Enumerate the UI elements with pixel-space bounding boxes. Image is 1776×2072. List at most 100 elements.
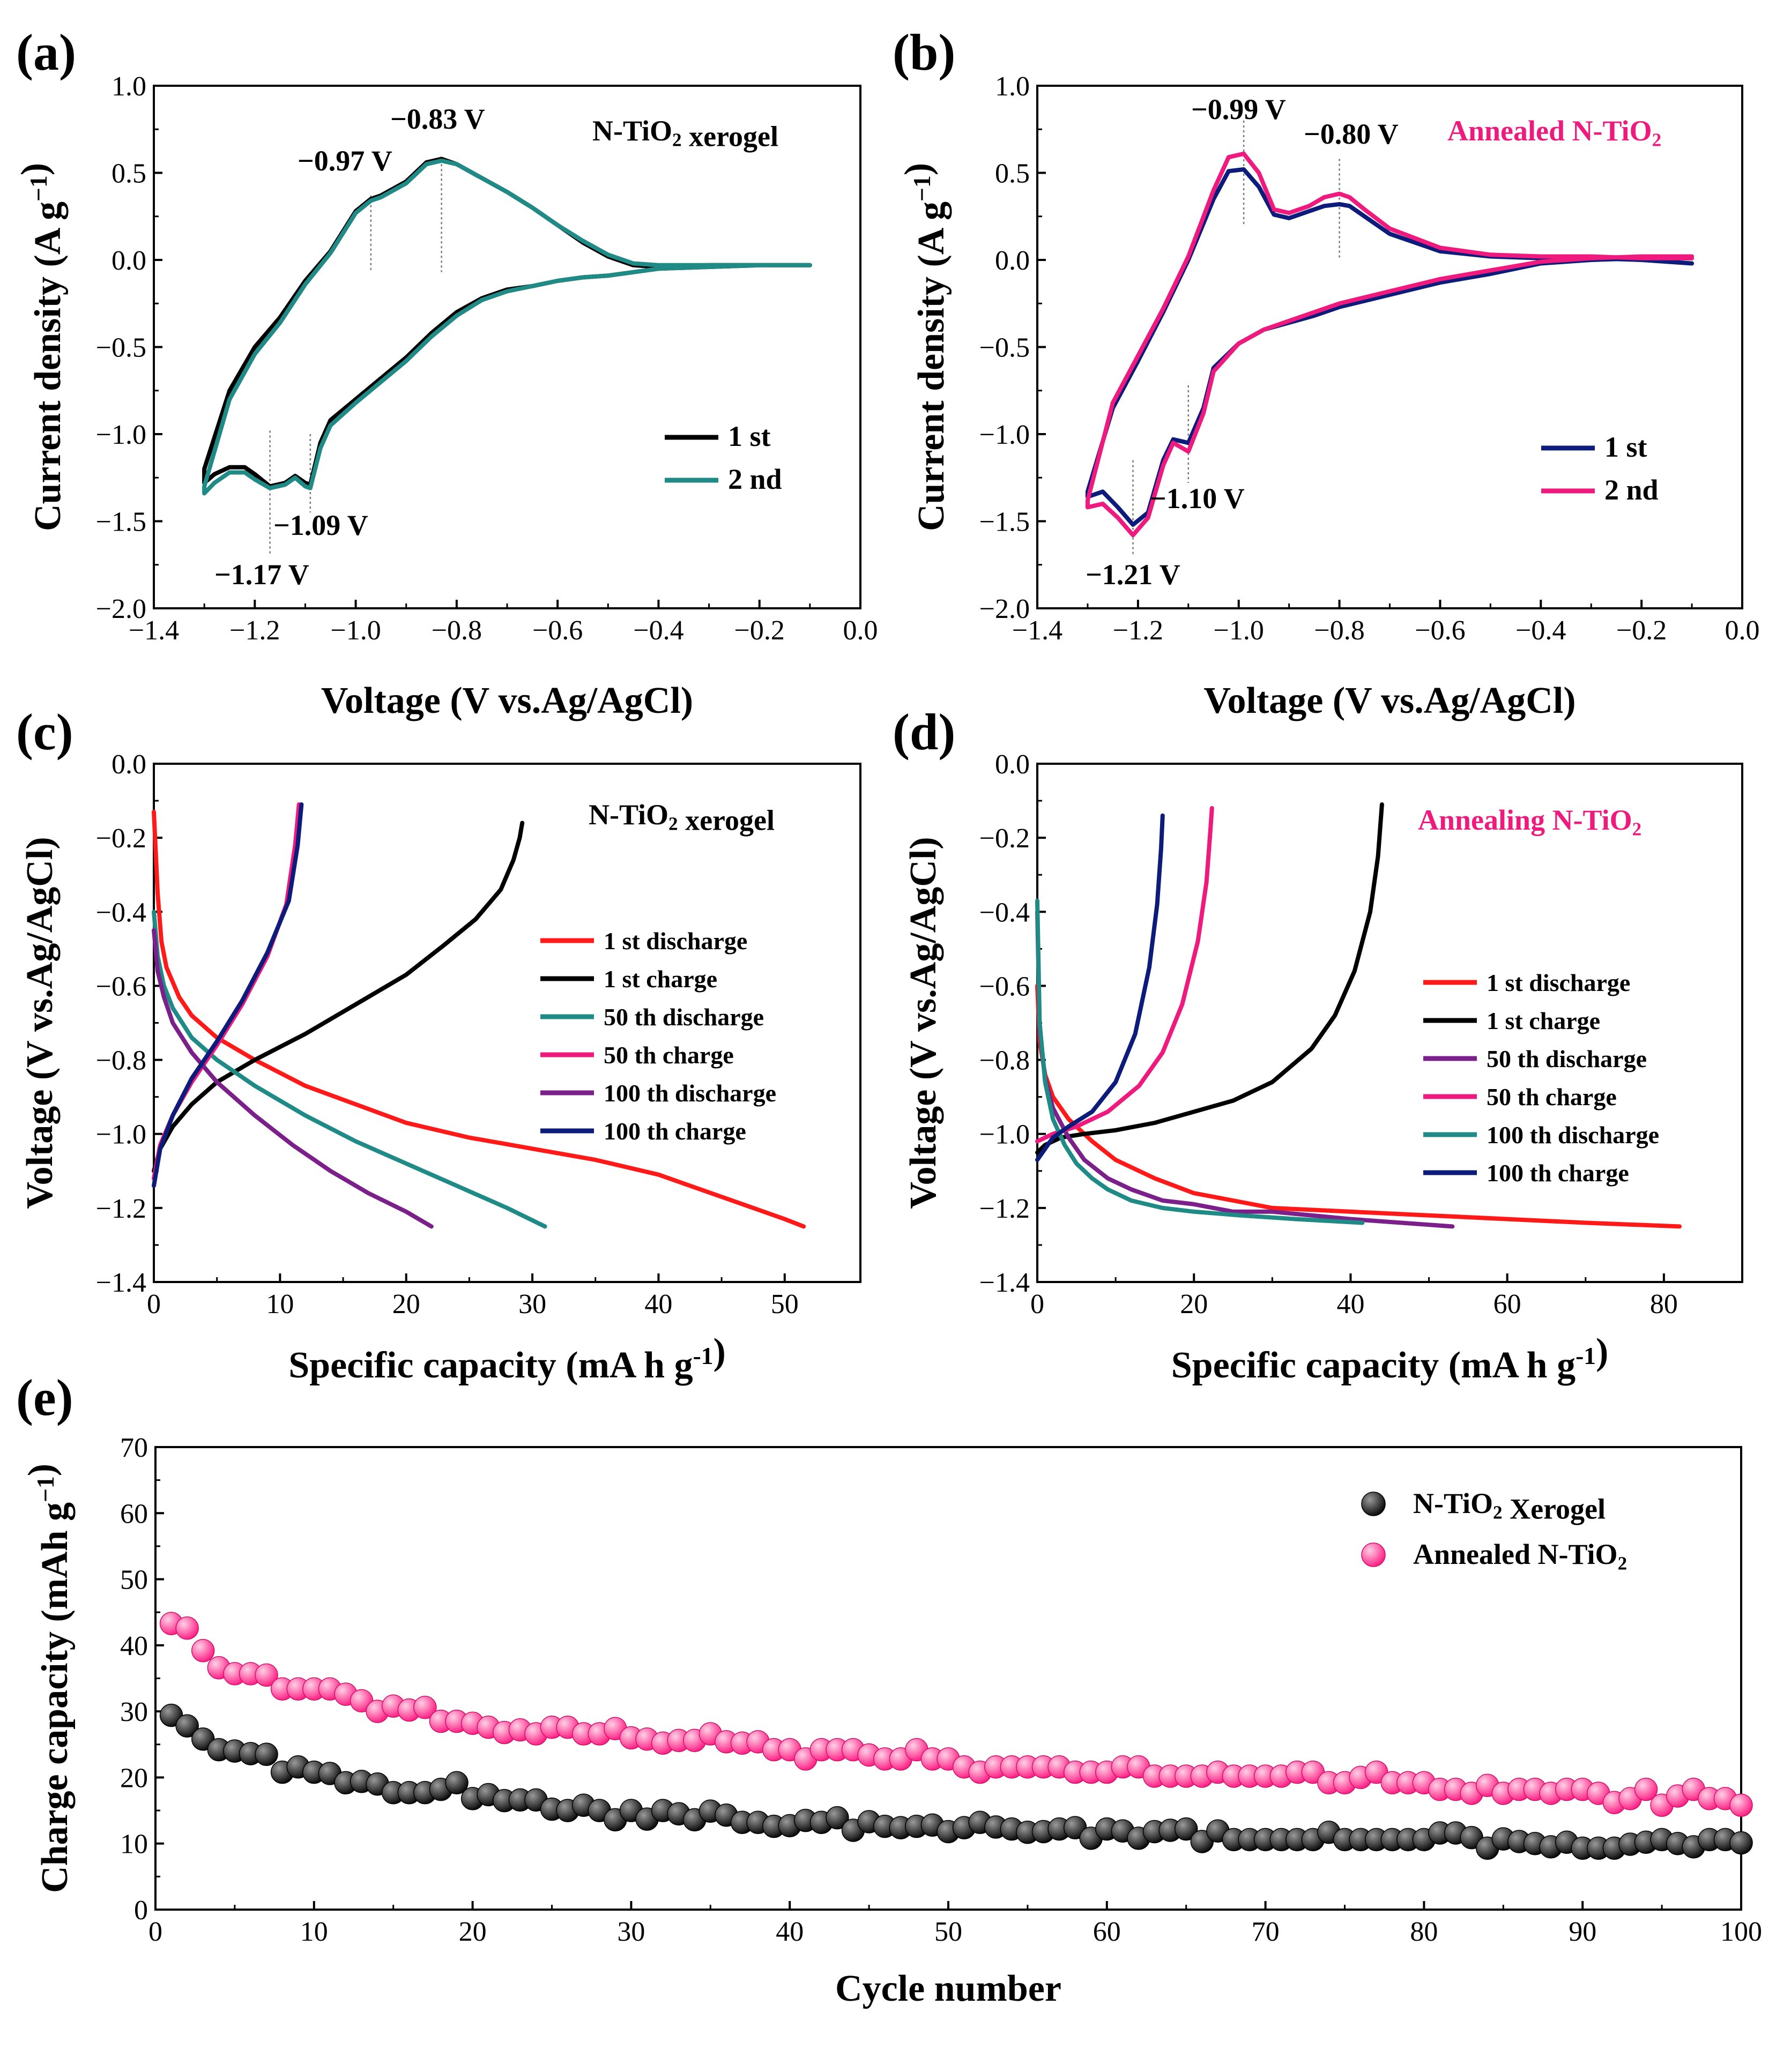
series-line (152, 802, 304, 1188)
y-axis-title: Current density (A g−1) (14, 163, 69, 531)
x-tick-label: 0 (147, 1289, 161, 1320)
y-tick-label: −2.0 (979, 594, 1030, 624)
legend-label: 1 st (728, 420, 771, 452)
panel-title: N-TiO2 xerogel (589, 799, 775, 837)
legend-label: 1 st discharge (1487, 969, 1630, 996)
series-line (202, 158, 812, 496)
x-tick-label: −1.0 (1214, 615, 1264, 646)
data-point (413, 1695, 437, 1719)
series-line (152, 928, 434, 1229)
x-tick-label: 0.0 (1725, 615, 1760, 646)
y-tick-label: 50 (120, 1565, 148, 1596)
x-tick-label: −1.2 (229, 615, 280, 646)
x-tick-label: 20 (1180, 1289, 1208, 1320)
panel-label: (c) (16, 703, 73, 761)
legend-label: 50 th discharge (1487, 1045, 1647, 1072)
y-tick-label: −1.5 (96, 507, 146, 538)
panel-title: N-TiO2 xerogel (592, 115, 778, 153)
series-line (1035, 898, 1365, 1225)
x-tick-label: −0.4 (1515, 615, 1566, 646)
x-tick-label: 80 (1410, 1917, 1438, 1947)
y-tick-label: 0.0 (112, 245, 146, 276)
data-point (445, 1771, 469, 1795)
y-tick-label: −0.8 (96, 1046, 146, 1076)
panel-b: −1.4 −1.2 −1.0 −0.8 −0.6 −0.4 −0.2 0.0 −2.0 −1.5 −… (893, 24, 1760, 721)
y-tick-label: −1.0 (979, 1120, 1030, 1150)
x-tick-label: 50 (934, 1917, 962, 1947)
legend-label: 1 st charge (604, 965, 717, 993)
x-tick-label: −0.6 (1415, 615, 1465, 646)
data-point (1634, 1777, 1658, 1801)
y-tick-label: −1.5 (979, 507, 1030, 538)
y-tick-label: −0.8 (979, 1046, 1030, 1076)
data-point (255, 1663, 278, 1687)
y-tick-label: 20 (120, 1763, 148, 1793)
series-line (152, 821, 525, 1173)
x-axis-title: Cycle number (835, 1968, 1061, 2009)
y-tick-label: −1.0 (979, 420, 1030, 450)
x-tick-label: 0 (1030, 1289, 1044, 1320)
y-tick-label: −1.2 (979, 1194, 1030, 1224)
y-tick-label: −1.0 (96, 420, 146, 450)
data-point (826, 1806, 849, 1830)
y-tick-label: 30 (120, 1697, 148, 1727)
data-point (1729, 1831, 1753, 1855)
y-tick-label: −0.4 (96, 897, 146, 928)
x-tick-label: 0.0 (843, 615, 878, 646)
series-line (1035, 910, 1455, 1229)
data-point (255, 1742, 278, 1767)
peak-label: −1.17 V (214, 558, 309, 591)
x-tick-label: 10 (266, 1289, 294, 1320)
y-tick-label: 10 (120, 1829, 148, 1860)
y-axis-title: Voltage (V vs.Ag/AgCl) (19, 837, 61, 1209)
x-tick-label: −0.8 (432, 615, 482, 646)
x-axis-title: Voltage (V vs.Ag/AgCl) (1203, 680, 1576, 721)
series-line (1035, 806, 1214, 1144)
x-tick-label: 90 (1569, 1917, 1596, 1947)
x-tick-label: 40 (1336, 1289, 1364, 1320)
y-tick-label: 0.0 (995, 245, 1030, 276)
data-point (1174, 1817, 1198, 1841)
data-point (175, 1714, 199, 1738)
peak-label: −0.80 V (1304, 118, 1399, 150)
peak-label: −1.10 V (1150, 482, 1245, 515)
panel-label: (e) (16, 1369, 73, 1426)
legend-label: 1 st charge (1487, 1007, 1600, 1034)
x-tick-label: 30 (518, 1289, 546, 1320)
y-tick-label: −1.2 (96, 1194, 146, 1224)
legend-label: 50 th discharge (604, 1003, 764, 1031)
data-point (175, 1616, 199, 1640)
y-tick-label: −1.4 (96, 1268, 146, 1298)
x-tick-label: −1.2 (1113, 615, 1163, 646)
panel-c: 0 10 20 30 40 50 −1.4 −1.2 −1.0 −0.8 −0.6 −0.4 −0.2 0… (16, 703, 861, 1386)
y-tick-label: −1.4 (979, 1268, 1030, 1298)
peak-label: −0.99 V (1191, 93, 1286, 125)
x-tick-label: 70 (1252, 1917, 1280, 1947)
y-tick-label: −0.2 (979, 823, 1030, 854)
legend-label: N-TiO2 Xerogel (1413, 1487, 1606, 1525)
x-axis-title: Specific capacity (mA h g-1) (1171, 1331, 1609, 1386)
y-tick-label: −0.6 (979, 971, 1030, 1002)
x-tick-label: −0.4 (633, 615, 683, 646)
y-tick-label: 1.0 (112, 71, 146, 102)
legend-label: Annealed N-TiO2 (1413, 1538, 1627, 1574)
legend-label: 100 th charge (604, 1117, 746, 1145)
data-point (1729, 1793, 1753, 1817)
panel-label: (d) (893, 703, 955, 761)
y-tick-label: −0.6 (96, 971, 146, 1002)
y-tick-label: 60 (120, 1499, 148, 1529)
panel-a: −1.4 −1.2 −1.0 −0.8 −0.6 −0.4 −0.2 0.0 −2.0 −1.5 −… (14, 24, 878, 721)
y-tick-label: −0.4 (979, 897, 1030, 928)
x-tick-label: 0 (148, 1917, 162, 1947)
y-tick-label: 1.0 (995, 71, 1030, 102)
data-point (191, 1638, 215, 1663)
x-axis-title: Specific capacity (mA h g-1) (288, 1331, 726, 1386)
peak-label: −0.83 V (390, 103, 485, 135)
peak-label: −0.97 V (298, 145, 392, 177)
legend-label: 100 th discharge (1487, 1121, 1659, 1149)
x-tick-label: 40 (776, 1917, 804, 1947)
x-axis-title: Voltage (V vs.Ag/AgCl) (321, 680, 693, 721)
legend-label: 100 th charge (1487, 1159, 1629, 1187)
x-tick-label: 10 (300, 1917, 328, 1947)
y-axis-title: Voltage (V vs.Ag/AgCl) (903, 837, 944, 1209)
